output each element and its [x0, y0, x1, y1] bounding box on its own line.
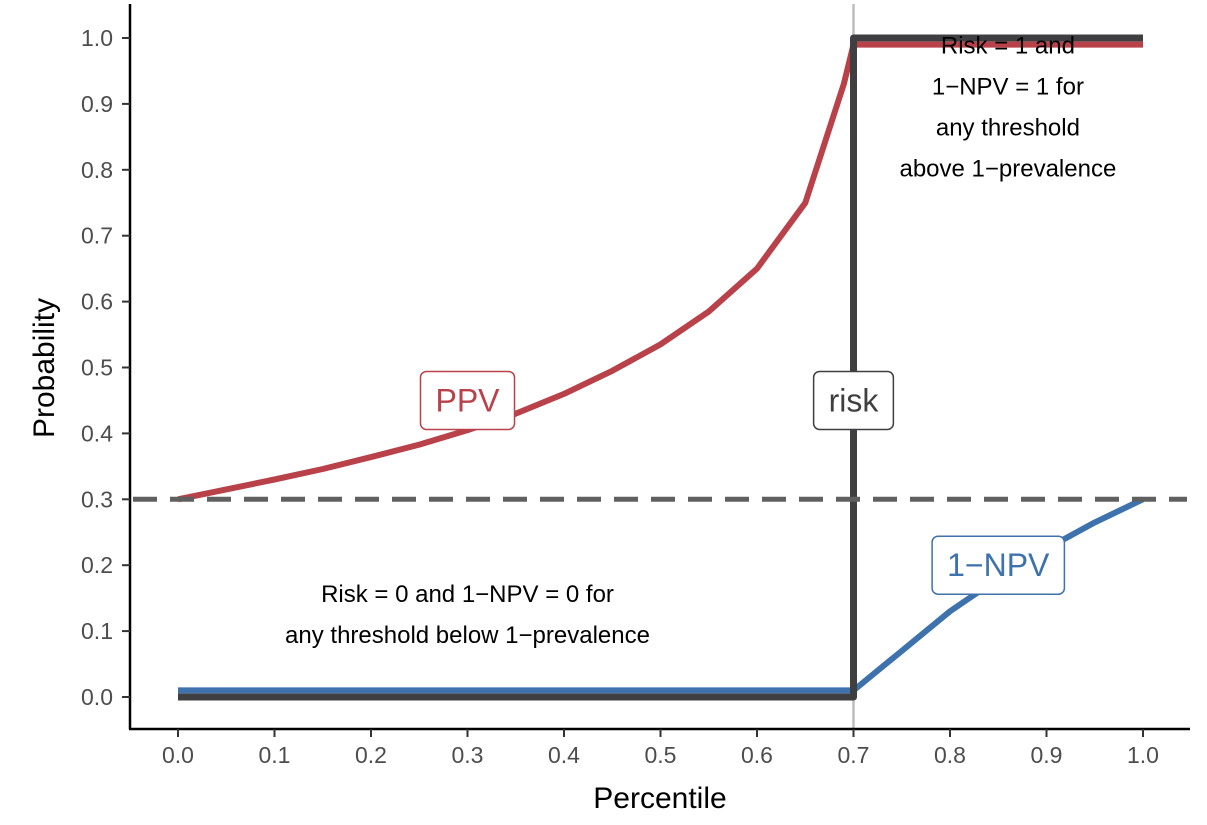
annotation-line: Risk = 0 and 1−NPV = 0 for	[321, 581, 614, 608]
x-tick-label: 0.8	[934, 742, 966, 768]
x-tick-label: 0.6	[741, 742, 773, 768]
x-tick-label: 0.1	[259, 742, 291, 768]
curve-label: PPV	[435, 382, 500, 418]
series-line-2	[178, 34, 1143, 701]
curve-label: risk	[829, 382, 880, 418]
annotation-line: Risk = 1 and	[941, 33, 1075, 60]
label-layer: PPV risk 1−NPV Risk = 1 and 1−NPV = 1 for any…	[285, 33, 1116, 649]
y-tick-label: 0.9	[81, 91, 113, 117]
axes-layer: 0.0 0.1 0.2 0.3 0.4 0.5 0.6 0.7 0.8 0.9 1.0 0.0 0.1 0…	[81, 4, 1190, 768]
y-tick-label: 0.2	[81, 552, 113, 578]
annotation-line: above 1−prevalence	[899, 156, 1116, 183]
x-tick-label: 0.9	[1031, 742, 1063, 768]
y-tick-label: 0.1	[81, 618, 113, 644]
x-axis-title: Percentile	[593, 782, 726, 815]
series-layer	[133, 34, 1187, 701]
curve-label-box	[419, 370, 516, 431]
x-tick-label: 0.3	[452, 742, 484, 768]
x-tick-label: 0.2	[355, 742, 387, 768]
annotation-line: any threshold	[936, 115, 1080, 142]
y-axis-title: Probability	[28, 298, 61, 438]
y-tick-label: 0.6	[81, 289, 113, 315]
series-line-0	[177, 41, 1143, 503]
annotation-line: 1−NPV = 1 for	[932, 74, 1084, 101]
annotation-line: any threshold below 1−prevalence	[285, 622, 650, 649]
y-tick-label: 0.0	[81, 684, 113, 710]
curve-label: 1−NPV	[947, 547, 1050, 583]
y-tick-label: 0.8	[81, 157, 113, 183]
x-tick-label: 0.5	[645, 742, 677, 768]
y-tick-label: 0.7	[81, 223, 113, 249]
y-tick-label: 0.4	[81, 420, 113, 446]
x-tick-label: 0.4	[548, 742, 580, 768]
y-tick-label: 0.3	[81, 486, 113, 512]
x-tick-label: 0.0	[162, 742, 194, 768]
x-tick-label: 0.7	[838, 742, 870, 768]
x-tick-label: 1.0	[1127, 742, 1159, 768]
curve-label-box	[931, 535, 1066, 595]
curve-label-box	[812, 370, 895, 431]
y-tick-label: 0.5	[81, 355, 113, 381]
y-tick-label: 1.0	[81, 25, 113, 51]
